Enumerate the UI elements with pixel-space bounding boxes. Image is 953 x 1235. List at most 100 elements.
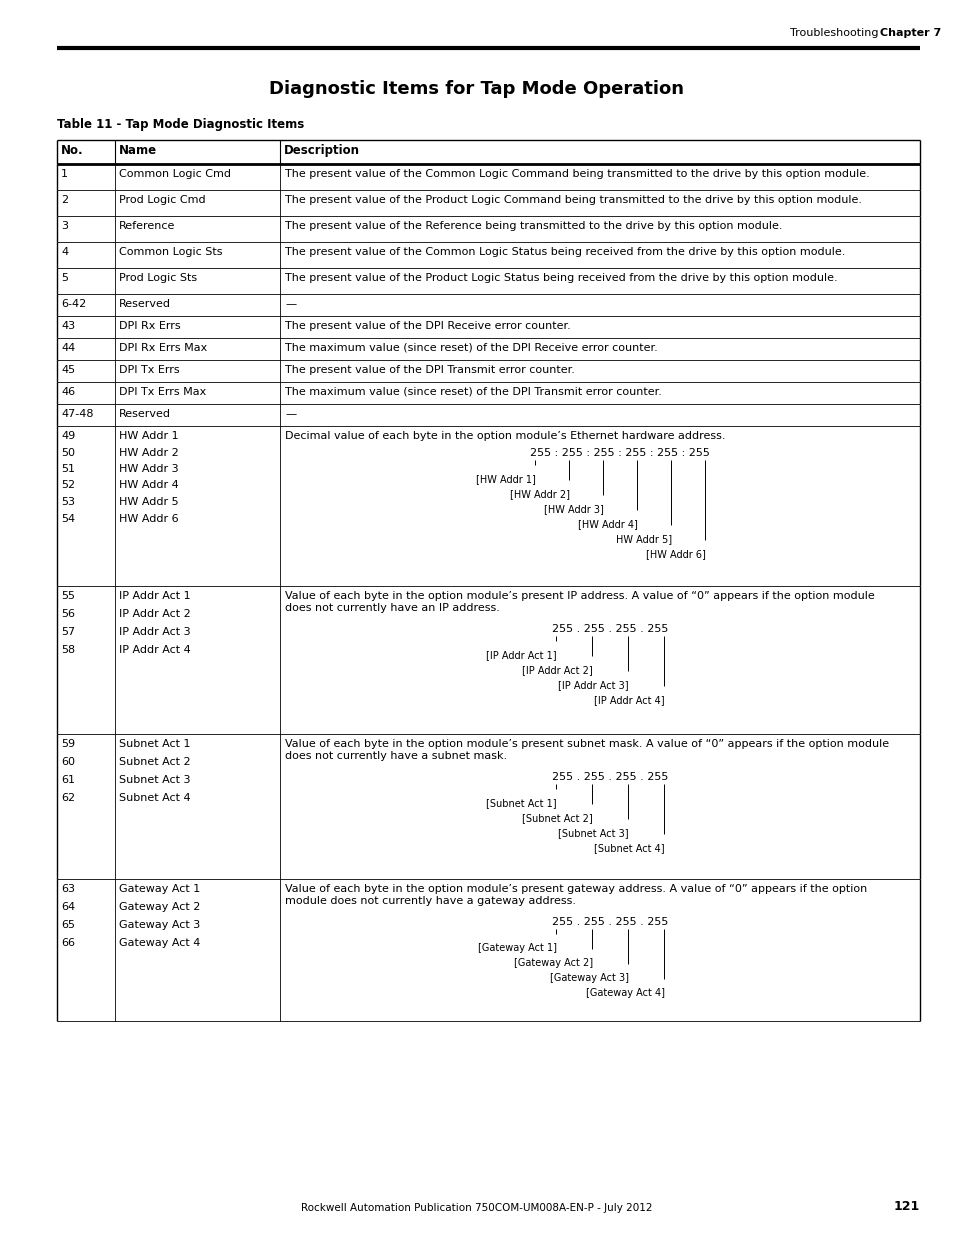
Text: [IP Addr Act 1]: [IP Addr Act 1] [486, 650, 557, 659]
Text: The maximum value (since reset) of the DPI Transmit error counter.: The maximum value (since reset) of the D… [285, 387, 661, 396]
Text: [Subnet Act 2]: [Subnet Act 2] [521, 813, 593, 823]
Text: [IP Addr Act 4]: [IP Addr Act 4] [594, 695, 664, 705]
Text: 54: 54 [61, 514, 75, 524]
Text: Troubleshooting: Troubleshooting [789, 28, 878, 38]
Text: DPI Tx Errs: DPI Tx Errs [119, 366, 179, 375]
Text: IP Addr Act 3: IP Addr Act 3 [119, 627, 191, 637]
Text: 2: 2 [61, 195, 68, 205]
Text: Reference: Reference [119, 221, 175, 231]
Text: HW Addr 4: HW Addr 4 [119, 480, 178, 490]
Text: 6-42: 6-42 [61, 299, 86, 309]
Text: Table 11 - Tap Mode Diagnostic Items: Table 11 - Tap Mode Diagnostic Items [57, 119, 304, 131]
Text: 1: 1 [61, 169, 68, 179]
Text: 49: 49 [61, 431, 75, 441]
Text: Diagnostic Items for Tap Mode Operation: Diagnostic Items for Tap Mode Operation [269, 80, 684, 98]
Text: 51: 51 [61, 464, 75, 474]
Text: [Gateway Act 2]: [Gateway Act 2] [514, 958, 593, 968]
Text: Prod Logic Sts: Prod Logic Sts [119, 273, 197, 283]
Text: 55: 55 [61, 592, 75, 601]
Text: Gateway Act 2: Gateway Act 2 [119, 902, 200, 911]
Text: [IP Addr Act 3]: [IP Addr Act 3] [558, 680, 628, 690]
Text: [HW Addr 1]: [HW Addr 1] [476, 474, 536, 484]
Text: HW Addr 2: HW Addr 2 [119, 447, 178, 457]
Text: [Subnet Act 1]: [Subnet Act 1] [486, 798, 557, 808]
Text: The present value of the Product Logic Command being transmitted to the drive by: The present value of the Product Logic C… [285, 195, 862, 205]
Text: The present value of the Reference being transmitted to the drive by this option: The present value of the Reference being… [285, 221, 781, 231]
Text: 43: 43 [61, 321, 75, 331]
Text: 255 . 255 . 255 . 255: 255 . 255 . 255 . 255 [551, 772, 667, 782]
Text: 44: 44 [61, 343, 75, 353]
Text: Value of each byte in the option module’s present IP address. A value of “0” app: Value of each byte in the option module’… [285, 592, 874, 613]
Text: Gateway Act 1: Gateway Act 1 [119, 884, 200, 894]
Text: 47-48: 47-48 [61, 409, 93, 419]
Text: 53: 53 [61, 496, 75, 508]
Text: 46: 46 [61, 387, 75, 396]
Text: [IP Addr Act 2]: [IP Addr Act 2] [521, 664, 593, 676]
Text: [HW Addr 6]: [HW Addr 6] [645, 550, 705, 559]
Text: The maximum value (since reset) of the DPI Receive error counter.: The maximum value (since reset) of the D… [285, 343, 657, 353]
Text: 60: 60 [61, 757, 75, 767]
Text: 66: 66 [61, 939, 75, 948]
Text: [Subnet Act 3]: [Subnet Act 3] [558, 827, 628, 839]
Text: [HW Addr 4]: [HW Addr 4] [578, 519, 638, 529]
Text: Reserved: Reserved [119, 299, 171, 309]
Text: DPI Rx Errs: DPI Rx Errs [119, 321, 180, 331]
Text: 58: 58 [61, 645, 75, 655]
Text: Decimal value of each byte in the option module’s Ethernet hardware address.: Decimal value of each byte in the option… [285, 431, 724, 441]
Text: 50: 50 [61, 447, 75, 457]
Text: Chapter 7: Chapter 7 [879, 28, 941, 38]
Text: The present value of the DPI Transmit error counter.: The present value of the DPI Transmit er… [285, 366, 575, 375]
Text: Subnet Act 2: Subnet Act 2 [119, 757, 191, 767]
Text: 4: 4 [61, 247, 68, 257]
Text: 255 : 255 : 255 : 255 : 255 : 255: 255 : 255 : 255 : 255 : 255 : 255 [530, 448, 709, 458]
Text: 45: 45 [61, 366, 75, 375]
Text: [HW Addr 2]: [HW Addr 2] [510, 489, 569, 499]
Text: [HW Addr 3]: [HW Addr 3] [543, 504, 603, 514]
Text: [Gateway Act 4]: [Gateway Act 4] [585, 988, 664, 998]
Text: Common Logic Sts: Common Logic Sts [119, 247, 222, 257]
Text: Subnet Act 1: Subnet Act 1 [119, 739, 191, 748]
Text: 61: 61 [61, 776, 75, 785]
Text: 62: 62 [61, 793, 75, 803]
Text: 65: 65 [61, 920, 75, 930]
Text: Name: Name [119, 144, 157, 157]
Text: —: — [285, 409, 295, 419]
Text: 3: 3 [61, 221, 68, 231]
Text: Common Logic Cmd: Common Logic Cmd [119, 169, 231, 179]
Text: 63: 63 [61, 884, 75, 894]
Text: The present value of the DPI Receive error counter.: The present value of the DPI Receive err… [285, 321, 570, 331]
Text: 121: 121 [893, 1200, 919, 1213]
Text: DPI Tx Errs Max: DPI Tx Errs Max [119, 387, 206, 396]
Text: Subnet Act 3: Subnet Act 3 [119, 776, 191, 785]
Text: HW Addr 3: HW Addr 3 [119, 464, 178, 474]
Text: Reserved: Reserved [119, 409, 171, 419]
Text: HW Addr 6: HW Addr 6 [119, 514, 178, 524]
Text: Rockwell Automation Publication 750COM-UM008A-EN-P - July 2012: Rockwell Automation Publication 750COM-U… [301, 1203, 652, 1213]
Text: 59: 59 [61, 739, 75, 748]
Text: 57: 57 [61, 627, 75, 637]
Text: No.: No. [61, 144, 84, 157]
Text: Subnet Act 4: Subnet Act 4 [119, 793, 191, 803]
Text: Prod Logic Cmd: Prod Logic Cmd [119, 195, 206, 205]
Text: IP Addr Act 2: IP Addr Act 2 [119, 609, 191, 619]
Text: Value of each byte in the option module’s present gateway address. A value of “0: Value of each byte in the option module’… [285, 884, 866, 905]
Text: —: — [285, 299, 295, 309]
Text: The present value of the Product Logic Status being received from the drive by t: The present value of the Product Logic S… [285, 273, 837, 283]
Text: Gateway Act 3: Gateway Act 3 [119, 920, 200, 930]
Text: 255 . 255 . 255 . 255: 255 . 255 . 255 . 255 [551, 624, 667, 634]
Text: Value of each byte in the option module’s present subnet mask. A value of “0” ap: Value of each byte in the option module’… [285, 739, 888, 761]
Text: The present value of the Common Logic Command being transmitted to the drive by : The present value of the Common Logic Co… [285, 169, 869, 179]
Text: [Gateway Act 1]: [Gateway Act 1] [477, 944, 557, 953]
Text: The present value of the Common Logic Status being received from the drive by th: The present value of the Common Logic St… [285, 247, 844, 257]
Text: 52: 52 [61, 480, 75, 490]
Text: IP Addr Act 1: IP Addr Act 1 [119, 592, 191, 601]
Text: Gateway Act 4: Gateway Act 4 [119, 939, 200, 948]
Text: HW Addr 1: HW Addr 1 [119, 431, 178, 441]
Text: HW Addr 5]: HW Addr 5] [616, 534, 671, 543]
Text: [Subnet Act 4]: [Subnet Act 4] [594, 844, 664, 853]
Text: 56: 56 [61, 609, 75, 619]
Text: 255 . 255 . 255 . 255: 255 . 255 . 255 . 255 [551, 918, 667, 927]
Text: HW Addr 5: HW Addr 5 [119, 496, 178, 508]
Text: DPI Rx Errs Max: DPI Rx Errs Max [119, 343, 207, 353]
Text: IP Addr Act 4: IP Addr Act 4 [119, 645, 191, 655]
